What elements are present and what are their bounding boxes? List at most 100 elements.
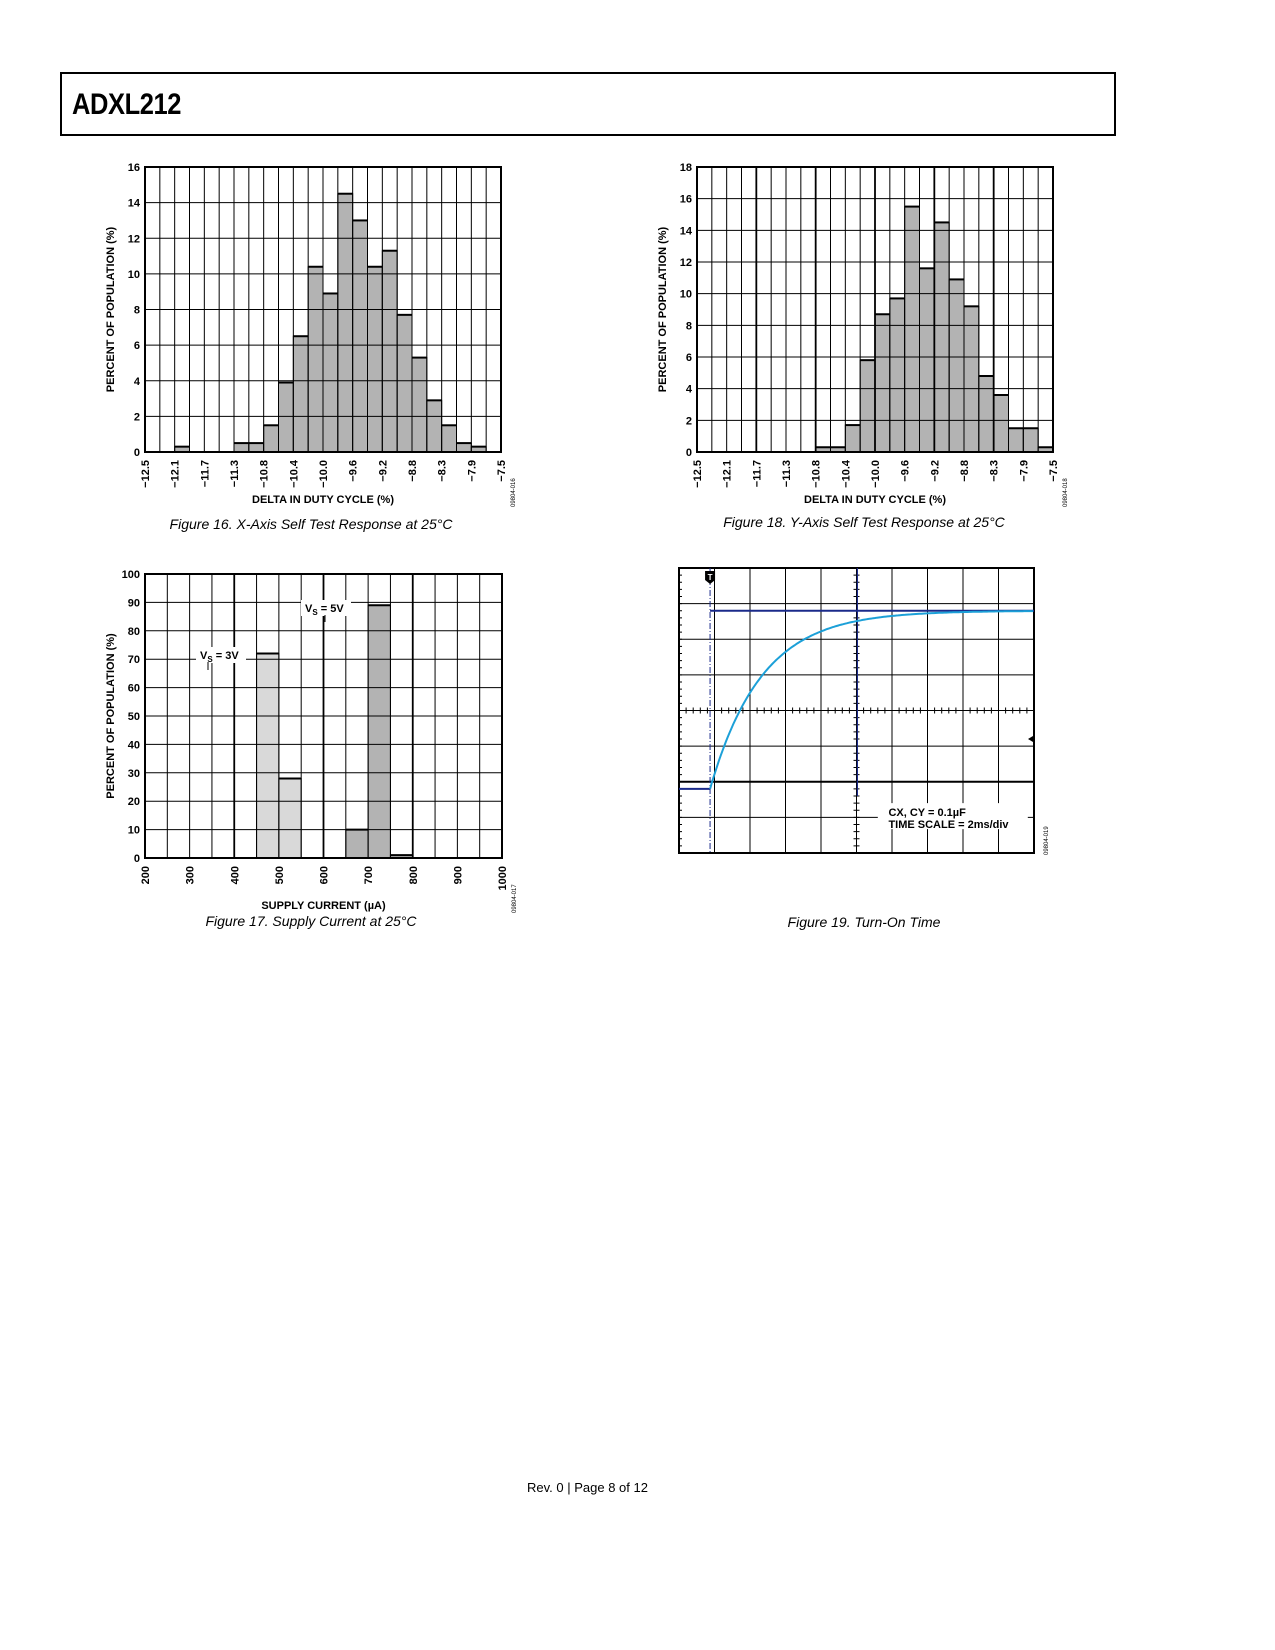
y-tick-label: 6: [134, 340, 140, 352]
bar: [345, 829, 369, 859]
y-tick-label: 4: [686, 384, 693, 396]
figure-id: 09804-019: [1044, 826, 1050, 855]
figure-id: 09804-018: [1063, 478, 1069, 507]
x-tick-label: −11.3: [781, 460, 793, 487]
y-tick-label: 12: [680, 257, 692, 269]
bar: [456, 442, 472, 453]
x-tick-label: −8.3: [989, 460, 1001, 482]
trigger-label: T: [708, 573, 713, 582]
x-tick-label: −7.5: [1048, 460, 1060, 482]
x-tick-label: 600: [319, 866, 331, 884]
x-tick-label: 1000: [497, 866, 509, 890]
legend-vs-5v: VS = 5V: [305, 603, 344, 617]
y-tick-label: 14: [128, 198, 141, 210]
bar: [337, 193, 354, 453]
bar: [233, 442, 250, 453]
y-tick-label: 8: [134, 305, 140, 317]
y-tick-label: 14: [680, 225, 693, 237]
x-tick-label: −8.3: [437, 460, 449, 482]
x-tick-label: −12.5: [140, 460, 152, 488]
x-tick-label: −10.8: [259, 460, 271, 488]
bar: [889, 297, 906, 453]
y-axis-title: PERCENT OF POPULATION (%): [105, 226, 117, 392]
bar: [278, 382, 294, 453]
x-tick-label: 700: [363, 866, 375, 884]
part-number-title: ADXL212: [72, 88, 181, 121]
x-tick-label: −11.7: [199, 460, 211, 487]
bar: [963, 305, 980, 453]
bar: [248, 442, 265, 453]
bar: [441, 424, 457, 453]
bar: [933, 221, 950, 453]
x-axis-title: DELTA IN DUTY CYCLE (%): [804, 494, 946, 506]
page-footer: Rev. 0 | Page 8 of 12: [527, 1480, 648, 1495]
x-tick-label: 200: [140, 866, 152, 884]
figure-16-caption: Figure 16. X-Axis Self Test Response at …: [169, 516, 453, 532]
y-tick-label: 6: [686, 352, 692, 364]
x-tick-label: −11.7: [751, 460, 763, 487]
level-marker-icon: [1028, 736, 1033, 742]
y-tick-label: 40: [128, 739, 140, 751]
y-tick-label: 2: [686, 415, 692, 427]
bar: [352, 219, 368, 453]
bar: [978, 375, 995, 453]
y-tick-label: 18: [680, 162, 692, 174]
y-tick-label: 2: [134, 411, 140, 423]
bar: [367, 604, 391, 859]
x-tick-label: −9.6: [348, 460, 360, 482]
bar: [411, 357, 428, 453]
x-tick-label: 500: [274, 866, 286, 884]
bar: [874, 313, 891, 453]
y-axis-title: PERCENT OF POPULATION (%): [657, 226, 669, 392]
x-tick-label: 900: [452, 866, 464, 884]
bar: [859, 359, 876, 453]
y-tick-label: 0: [134, 853, 140, 865]
bar: [292, 335, 309, 453]
y-tick-label: 80: [128, 626, 140, 638]
annotation-bg: [877, 803, 1028, 830]
figure-17-caption: Figure 17. Supply Current at 25°C: [205, 913, 417, 929]
x-tick-label: −9.2: [377, 460, 389, 482]
x-tick-label: −12.5: [692, 460, 704, 488]
bar: [1022, 427, 1039, 453]
y-tick-label: 10: [128, 825, 140, 837]
bar: [263, 424, 279, 453]
y-tick-label: 16: [680, 194, 692, 206]
x-tick-label: −10.0: [870, 460, 882, 488]
figure-id: 09804-016: [511, 478, 517, 507]
y-tick-label: 16: [128, 162, 140, 174]
y-tick-label: 20: [128, 796, 140, 808]
y-tick-label: 10: [128, 269, 140, 281]
bar: [278, 777, 302, 859]
plot-frame: [144, 166, 502, 453]
bar: [844, 424, 861, 453]
bar: [322, 292, 339, 453]
x-tick-label: −11.3: [229, 460, 241, 487]
x-tick-label: −10.4: [840, 459, 852, 488]
x-tick-label: −7.9: [466, 460, 478, 482]
x-tick-label: −8.8: [407, 460, 419, 482]
x-tick-label: −7.9: [1018, 460, 1030, 482]
scope-frame: [678, 567, 1035, 854]
x-axis-title: DELTA IN DUTY CYCLE (%): [252, 494, 394, 506]
y-tick-label: 90: [128, 597, 140, 609]
figure-19-caption: Figure 19. Turn-On Time: [787, 914, 941, 930]
bar: [256, 653, 280, 859]
x-tick-label: 800: [408, 866, 420, 884]
bar: [367, 266, 383, 453]
x-tick-label: −9.6: [900, 460, 912, 482]
legend-vs-5v-bg: [301, 600, 351, 616]
chart-fig16: 0 2 4 6 8 10 12 14 16 −12.5 −12.1 −11.7 −11.3 −10.8 −1…: [105, 162, 517, 507]
y-tick-label: 100: [122, 569, 140, 581]
bar: [948, 278, 965, 453]
y-tick-label: 70: [128, 654, 140, 666]
y-tick-label: 10: [680, 289, 692, 301]
bar: [307, 266, 324, 453]
y-tick-label: 12: [128, 233, 140, 245]
x-tick-label: 300: [185, 866, 197, 884]
trigger-marker-icon: [705, 571, 716, 584]
bar: [904, 206, 921, 453]
bar: [993, 394, 1010, 453]
